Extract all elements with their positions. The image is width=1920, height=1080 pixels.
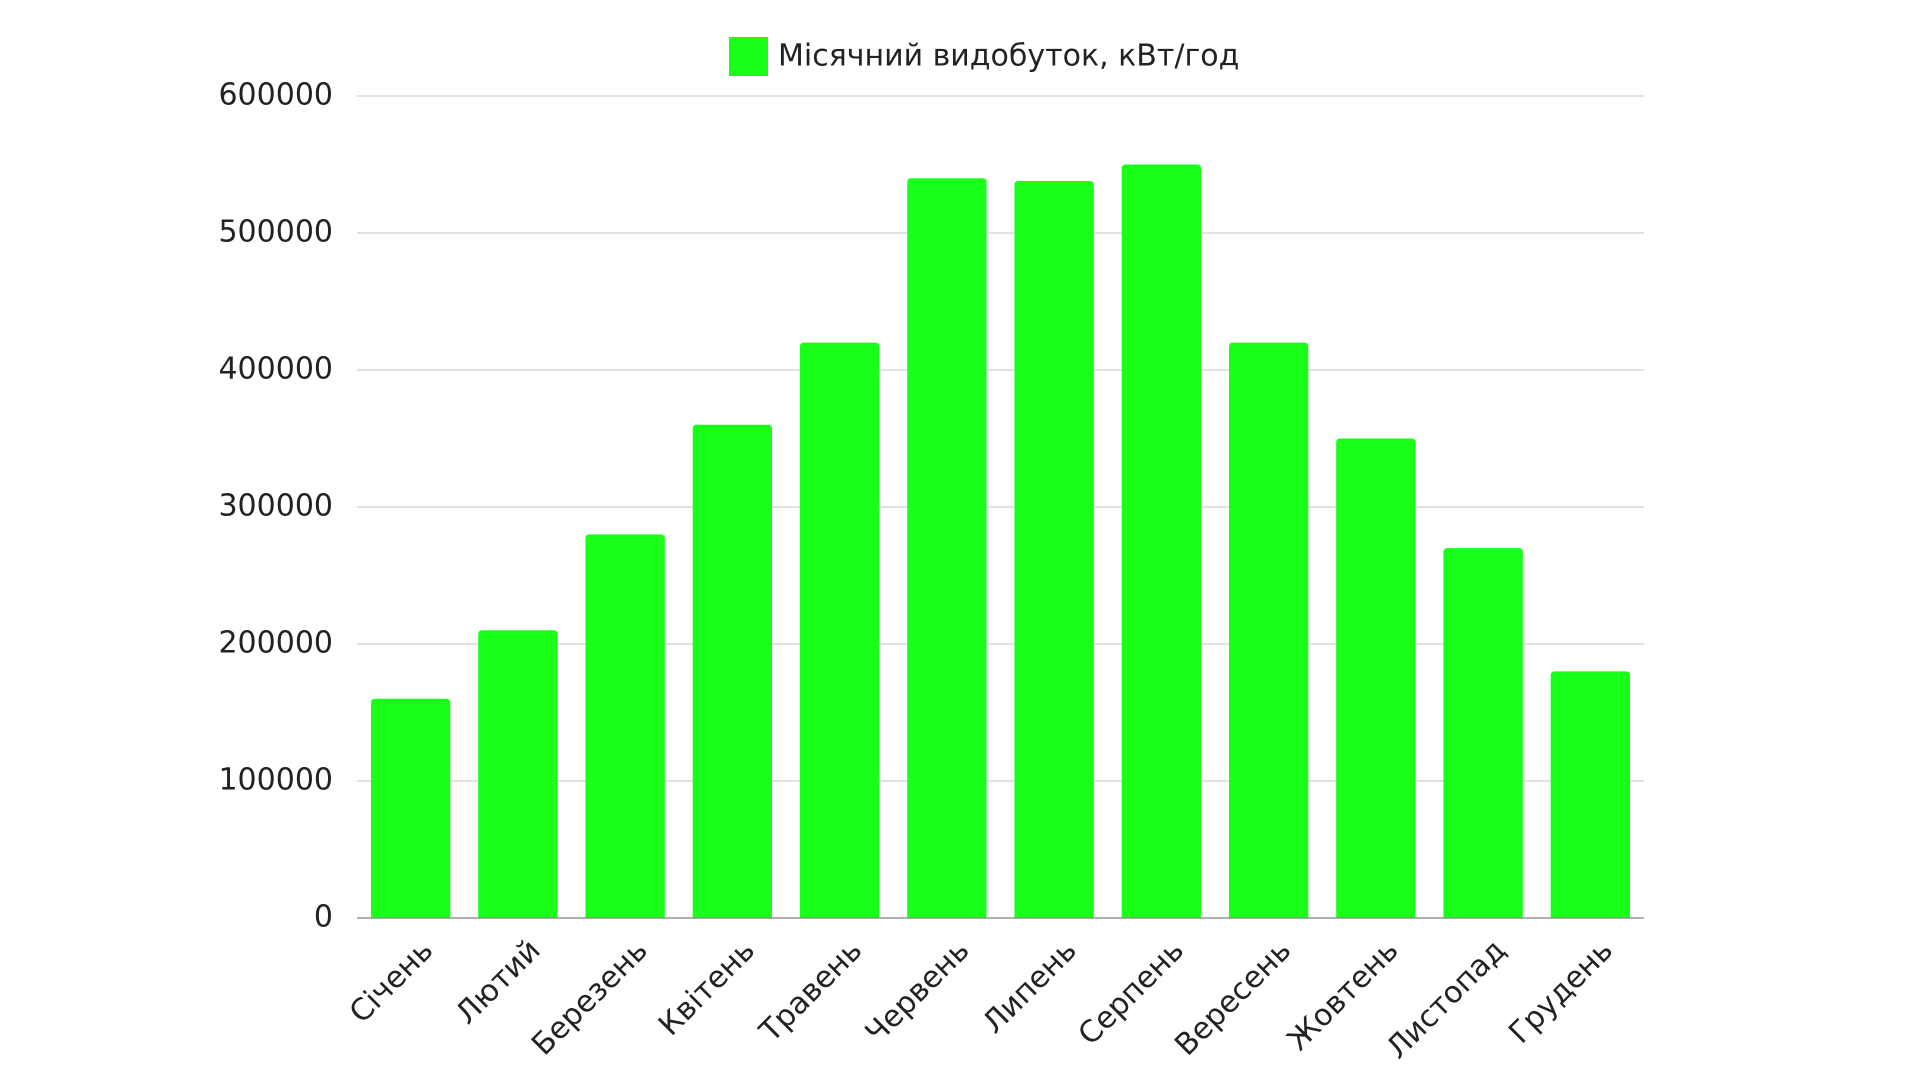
x-tick-label: Вересень — [1168, 933, 1298, 1063]
x-tick-label: Грудень — [1502, 933, 1620, 1051]
y-tick-label: 200000 — [218, 626, 333, 661]
bar — [1550, 671, 1631, 918]
y-tick-label: 100000 — [218, 763, 333, 798]
y-tick-label: 500000 — [218, 215, 333, 250]
legend-swatch — [729, 37, 768, 76]
bar — [370, 698, 451, 918]
bar — [799, 342, 880, 919]
bar — [1336, 438, 1416, 918]
bar — [478, 630, 558, 918]
bar — [585, 534, 665, 918]
x-tick-label: Липень — [976, 933, 1084, 1041]
x-tick-label: Березень — [525, 933, 655, 1063]
y-tick-label: 400000 — [218, 352, 333, 387]
bar — [907, 178, 987, 918]
y-tick-label: 300000 — [218, 489, 333, 524]
bar — [1014, 180, 1094, 918]
legend-label: Місячний видобуток, кВт/год — [778, 39, 1239, 74]
x-tick-label: Січень — [343, 933, 440, 1030]
x-tick-label: Травень — [752, 933, 869, 1050]
x-tick-label: Квітень — [652, 933, 762, 1043]
bar — [1443, 548, 1523, 918]
y-tick-label: 600000 — [218, 78, 333, 113]
bar — [1228, 342, 1309, 919]
bar — [692, 424, 773, 918]
bar — [1121, 164, 1202, 918]
x-tick-label: Червень — [859, 933, 977, 1051]
legend: Місячний видобуток, кВт/год — [729, 37, 1239, 76]
y-tick-label: 0 — [314, 900, 333, 935]
x-tick-label: Лютий — [449, 933, 547, 1031]
